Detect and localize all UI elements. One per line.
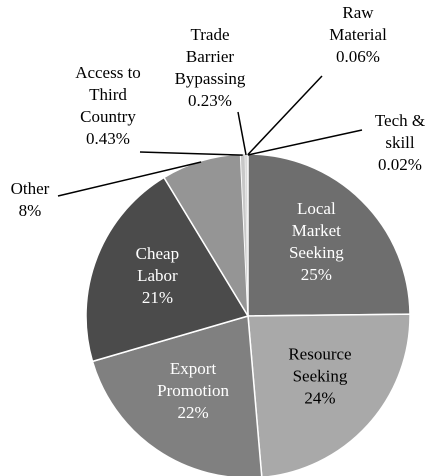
leader-line	[57, 161, 202, 197]
pie-slice	[91, 315, 263, 476]
category-label: Local Market Seeking	[289, 199, 344, 262]
category-line: Seeking	[289, 243, 344, 262]
category-line: Seeking	[293, 366, 348, 385]
leader-line	[237, 111, 247, 156]
category-line: Tech &	[375, 111, 425, 130]
category-line: Other	[11, 179, 50, 198]
category-line: Raw	[342, 3, 374, 22]
category-line: Trade	[190, 25, 229, 44]
category-line: Barrier	[186, 47, 234, 66]
value-label: 0.06%	[336, 47, 380, 66]
value-label: 24%	[304, 388, 335, 407]
value-label: 22%	[177, 403, 208, 422]
value-label: 0.23%	[188, 91, 232, 110]
value-label: 0.43%	[86, 129, 130, 148]
category-line: Material	[329, 25, 387, 44]
value-label: 8%	[19, 201, 42, 220]
value-label: 25%	[301, 265, 332, 284]
category-line: Bypassing	[175, 69, 246, 88]
category-line: skill	[385, 133, 415, 152]
category-label: Raw Material	[329, 3, 387, 44]
category-line: Market	[292, 221, 341, 240]
category-line: Cheap	[136, 244, 179, 263]
pie-slice	[247, 153, 411, 317]
leader-line	[247, 129, 363, 156]
category-line: Country	[80, 107, 136, 126]
category-label: Other	[11, 179, 50, 198]
category-line: Promotion	[157, 381, 229, 400]
category-label: Trade Barrier Bypassing	[175, 25, 246, 88]
category-line: Third	[89, 85, 127, 104]
category-label: Access to Third Country	[75, 63, 141, 126]
category-line: Access to	[75, 63, 141, 82]
leader-line	[139, 151, 243, 156]
value-label: 21%	[142, 288, 173, 307]
category-line: Export	[170, 359, 217, 378]
category-label: Resource Seeking	[288, 344, 351, 385]
pie-slice	[247, 313, 411, 476]
leader-line	[246, 75, 323, 156]
pie-slice	[85, 176, 250, 363]
category-label: Export Promotion	[157, 359, 229, 400]
value-label: 0.02%	[378, 155, 422, 174]
category-line: Resource	[288, 344, 351, 363]
category-line: Local	[297, 199, 336, 218]
category-line: Labor	[137, 266, 178, 285]
category-label: Tech & skill	[375, 111, 425, 152]
category-label: Cheap Labor	[136, 244, 179, 285]
